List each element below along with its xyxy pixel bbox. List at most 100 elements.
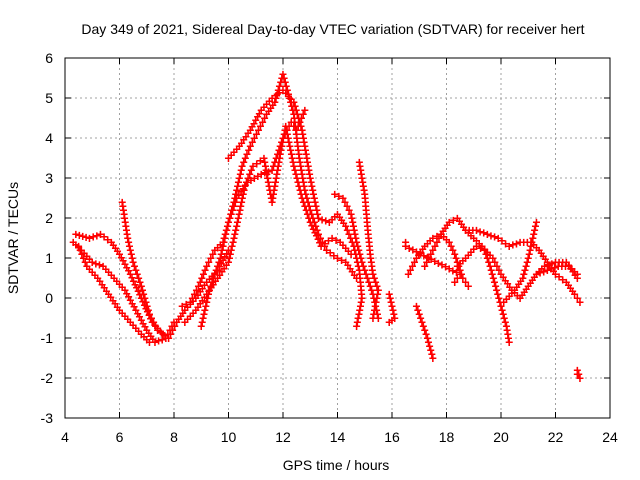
series-arc5: ++++++++++++++++++++++++++++++++++++++++… xyxy=(178,66,361,314)
data-point: + xyxy=(143,304,151,320)
data-point: + xyxy=(240,154,248,170)
data-point: + xyxy=(496,294,504,310)
data-point: + xyxy=(134,323,142,339)
data-point: + xyxy=(570,286,578,302)
data-point: + xyxy=(285,90,293,106)
data-point: + xyxy=(297,186,305,202)
data-point: + xyxy=(385,314,393,330)
data-point: + xyxy=(372,298,380,314)
data-point: + xyxy=(282,78,290,94)
data-point: + xyxy=(145,307,153,323)
data-point: + xyxy=(168,318,176,334)
data-point: + xyxy=(512,235,520,251)
data-point: + xyxy=(252,126,260,142)
data-point: + xyxy=(497,298,505,314)
data-point: + xyxy=(134,283,142,299)
data-point: + xyxy=(115,276,123,292)
data-point: + xyxy=(299,194,307,210)
data-point: + xyxy=(518,287,526,303)
data-point: + xyxy=(145,334,153,350)
data-point: + xyxy=(317,238,325,254)
data-point: + xyxy=(357,278,365,294)
chart-title: Day 349 of 2021, Sidereal Day-to-day VTE… xyxy=(81,21,584,37)
data-point: + xyxy=(123,226,131,242)
data-point: + xyxy=(126,292,134,308)
data-point: + xyxy=(576,294,584,310)
data-point: + xyxy=(290,94,298,110)
data-point: + xyxy=(356,158,364,174)
data-point: + xyxy=(369,266,377,282)
data-point: + xyxy=(215,259,223,275)
data-point: + xyxy=(281,74,289,90)
data-point: + xyxy=(262,162,270,178)
data-point: + xyxy=(459,219,467,235)
data-point: + xyxy=(312,228,320,244)
data-point: + xyxy=(228,238,236,254)
data-point: + xyxy=(200,277,208,293)
data-point: + xyxy=(113,299,121,315)
data-point: + xyxy=(230,230,238,246)
data-point: + xyxy=(154,322,162,338)
data-point: + xyxy=(143,331,151,347)
data-point: + xyxy=(314,206,322,222)
data-point: + xyxy=(211,242,219,258)
data-point: + xyxy=(530,237,538,253)
data-point: + xyxy=(147,328,155,344)
data-point: + xyxy=(570,263,578,279)
data-point: + xyxy=(339,190,347,206)
data-point: + xyxy=(493,282,501,298)
data-point: + xyxy=(501,272,509,288)
grid-lines xyxy=(65,58,610,418)
data-point: + xyxy=(145,325,153,341)
data-point: + xyxy=(417,244,425,260)
data-point: + xyxy=(276,150,284,166)
data-point: + xyxy=(298,190,306,206)
data-point: + xyxy=(358,254,366,270)
data-point: + xyxy=(279,82,287,98)
data-point: + xyxy=(287,142,295,158)
y-tick-label: 3 xyxy=(45,170,53,186)
data-point: + xyxy=(315,235,323,251)
data-point: + xyxy=(287,91,295,107)
data-point: + xyxy=(295,178,303,194)
data-point: + xyxy=(440,229,448,245)
data-point: + xyxy=(314,210,322,226)
data-point: + xyxy=(305,162,313,178)
data-point: + xyxy=(352,318,360,334)
data-point: + xyxy=(365,238,373,254)
series-arc1: ++++++++++++++++++++++++++++++++++++++++… xyxy=(69,234,178,350)
data-point: + xyxy=(190,286,198,302)
data-point: + xyxy=(216,237,224,253)
data-point: + xyxy=(233,141,241,157)
data-point: + xyxy=(544,257,552,273)
data-point: + xyxy=(143,298,151,314)
data-point: + xyxy=(223,218,231,234)
data-point: + xyxy=(461,222,469,238)
data-point: + xyxy=(461,222,469,238)
data-point: + xyxy=(305,210,313,226)
data-point: + xyxy=(326,245,334,261)
data-point: + xyxy=(308,178,316,194)
data-point: + xyxy=(243,174,251,190)
data-point: + xyxy=(461,250,469,266)
data-point: + xyxy=(352,230,360,246)
data-point: + xyxy=(368,262,376,278)
data-point: + xyxy=(121,256,129,272)
data-point: + xyxy=(508,282,516,298)
data-point: + xyxy=(125,238,133,254)
data-point: + xyxy=(299,174,307,190)
data-point: + xyxy=(203,286,211,302)
data-point: + xyxy=(228,202,236,218)
data-point: + xyxy=(119,202,127,218)
data-point: + xyxy=(312,218,320,234)
data-point: + xyxy=(453,270,461,286)
data-point: + xyxy=(249,158,257,174)
y-tick-label: 0 xyxy=(45,290,53,306)
data-point: + xyxy=(502,291,510,307)
data-point: + xyxy=(449,262,457,278)
data-point: + xyxy=(182,296,190,312)
data-point: + xyxy=(254,168,262,184)
data-point: + xyxy=(199,310,207,326)
data-point: + xyxy=(198,292,206,308)
